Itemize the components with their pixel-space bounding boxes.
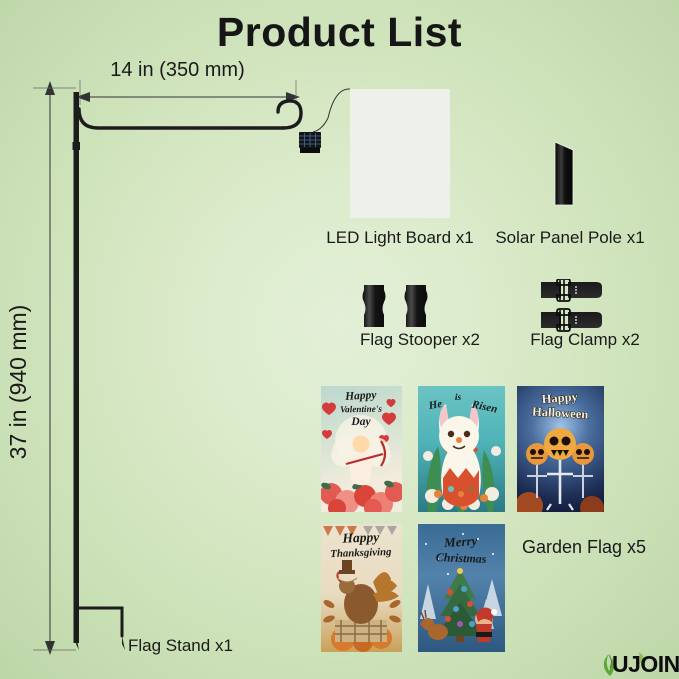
svg-text:is: is: [455, 393, 462, 403]
svg-text:Valentine's: Valentine's: [340, 404, 382, 415]
svg-text:Happy: Happy: [341, 529, 380, 545]
svg-text:Halloween: Halloween: [532, 405, 589, 422]
svg-text:Thanksgiving: Thanksgiving: [330, 546, 392, 560]
svg-text:Merry: Merry: [443, 533, 478, 550]
svg-text:Happy: Happy: [344, 389, 378, 403]
svg-text:Christmas: Christmas: [436, 550, 487, 566]
svg-text:Day: Day: [350, 416, 371, 428]
svg-text:37 in (940 mm): 37 in (940 mm): [5, 305, 31, 460]
svg-text:He: He: [427, 398, 443, 412]
svg-text:Happy: Happy: [541, 390, 579, 407]
